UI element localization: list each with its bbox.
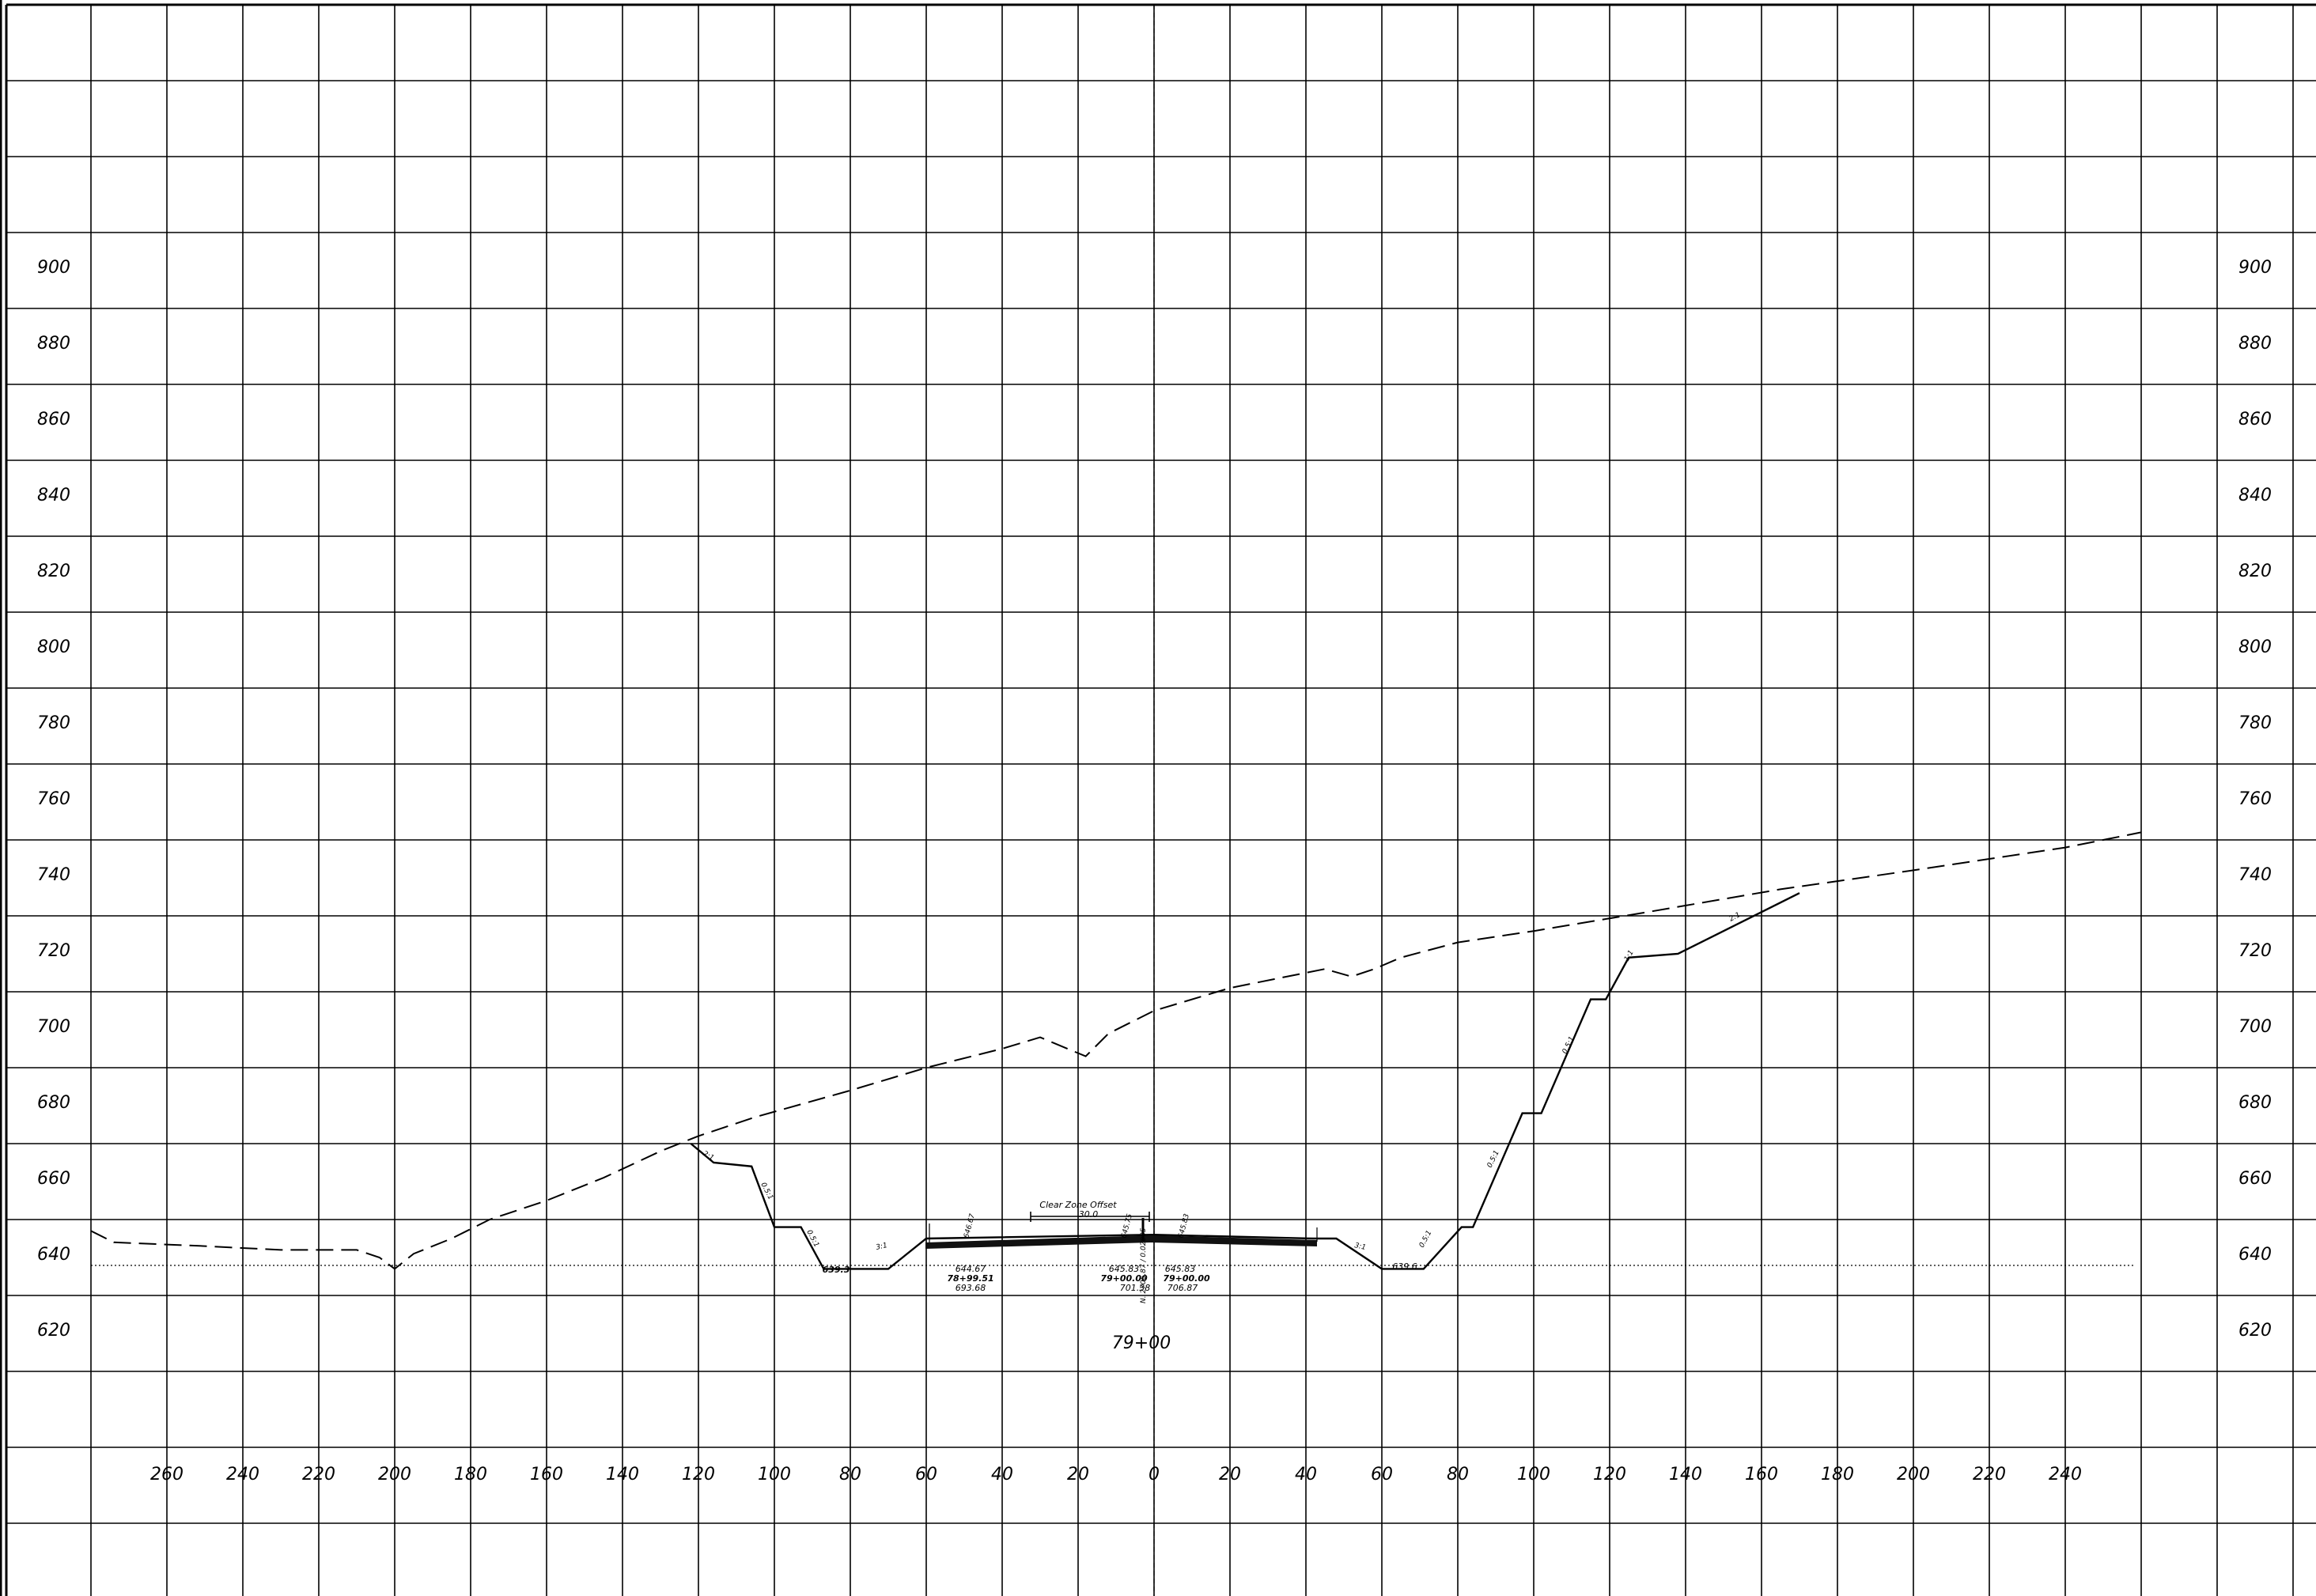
elevation-label: 720 bbox=[37, 941, 70, 961]
cl-right-station: 79+00.00 bbox=[1163, 1273, 1210, 1284]
offset-label: 40 bbox=[1295, 1465, 1317, 1484]
offset-label: 200 bbox=[378, 1465, 411, 1484]
elevation-label: 900 bbox=[37, 258, 70, 278]
slope-label-5: 3:1 bbox=[1353, 1242, 1366, 1252]
ditch-right-bottom: 639.6 bbox=[1392, 1261, 1417, 1272]
elevation-label: 880 bbox=[37, 334, 70, 354]
offset-label: 200 bbox=[1897, 1465, 1930, 1484]
elevation-label: 700 bbox=[2238, 1017, 2272, 1037]
offset-label: 140 bbox=[1669, 1465, 1702, 1484]
ditch-left-bottom: 639.3 bbox=[823, 1265, 850, 1275]
left-shoulder-offset: 693.68 bbox=[956, 1283, 986, 1293]
elevation-label: 640 bbox=[2238, 1245, 2272, 1265]
proposed-section-line bbox=[690, 892, 1800, 1270]
elevation-labels-right: 900 880 860 840 820 800 780 760 740 720 700 680 660 6… bbox=[2238, 258, 2272, 1341]
offset-label: 160 bbox=[530, 1465, 563, 1484]
offset-label: 20 bbox=[1219, 1465, 1241, 1484]
station-title: 79+00 bbox=[1112, 1333, 1171, 1353]
pavement-section bbox=[925, 1212, 1318, 1249]
clear-zone-value: 30.0 bbox=[1079, 1209, 1099, 1220]
elevation-label: 800 bbox=[2238, 637, 2272, 657]
offset-label: 80 bbox=[1447, 1465, 1469, 1484]
offset-label: 240 bbox=[226, 1465, 259, 1484]
offset-label: 100 bbox=[1517, 1465, 1550, 1484]
slope-label-4: 3:1 bbox=[876, 1242, 888, 1252]
elevation-label: 820 bbox=[2238, 562, 2272, 581]
elevation-label: 720 bbox=[2238, 941, 2272, 961]
grid bbox=[6, 5, 2316, 1596]
left-shoulder-station: 78+99.51 bbox=[947, 1273, 993, 1284]
offset-label: 80 bbox=[839, 1465, 861, 1484]
elevation-label: 680 bbox=[2238, 1093, 2272, 1113]
offset-label: 180 bbox=[1821, 1465, 1854, 1484]
cl-right-offset: 706.87 bbox=[1167, 1283, 1198, 1293]
existing-ground-line bbox=[90, 831, 2142, 1270]
elevation-label: 700 bbox=[37, 1017, 70, 1037]
cl-left-elev: 645.83 bbox=[1109, 1264, 1140, 1274]
offset-label: 40 bbox=[991, 1465, 1013, 1484]
offset-label: 20 bbox=[1067, 1465, 1089, 1484]
elevation-label: 860 bbox=[37, 410, 70, 429]
offset-label: 0 bbox=[1149, 1465, 1160, 1484]
elevation-label: 620 bbox=[37, 1321, 70, 1341]
elevation-label: 780 bbox=[2238, 713, 2272, 733]
offset-label: 220 bbox=[302, 1465, 335, 1484]
elevation-label: 660 bbox=[37, 1169, 70, 1189]
elevation-label: 860 bbox=[2238, 410, 2272, 429]
elevation-label: 660 bbox=[2238, 1169, 2272, 1189]
left-shoulder-elev: 644.67 bbox=[956, 1264, 986, 1274]
elevation-label: 780 bbox=[37, 713, 70, 733]
offset-label: 180 bbox=[454, 1465, 487, 1484]
offset-label: 60 bbox=[915, 1465, 937, 1484]
offset-label: 260 bbox=[150, 1465, 184, 1484]
elevation-label: 740 bbox=[37, 865, 70, 885]
cl-left-station: 79+00.00 bbox=[1100, 1273, 1148, 1284]
elevation-label: 680 bbox=[37, 1093, 70, 1113]
elevation-label: 760 bbox=[2238, 789, 2272, 809]
elevation-labels-left: 900 880 860 840 820 800 780 760 740 720 700 680 660 6… bbox=[37, 258, 70, 1341]
elevation-label: 840 bbox=[2238, 486, 2272, 505]
elevation-label: 620 bbox=[2238, 1321, 2272, 1341]
cl-left-offset: 701.38 bbox=[1120, 1283, 1151, 1293]
cl-right-elev: 645.83 bbox=[1165, 1264, 1196, 1274]
offset-label: 120 bbox=[682, 1465, 715, 1484]
elevation-label: 800 bbox=[37, 637, 70, 657]
offset-label: 140 bbox=[606, 1465, 639, 1484]
offset-label: 100 bbox=[758, 1465, 791, 1484]
offset-label: 220 bbox=[1973, 1465, 2006, 1484]
pavement-structure bbox=[925, 1235, 1317, 1249]
elevation-label: 820 bbox=[37, 562, 70, 581]
clear-zone-label: Clear Zone Offset bbox=[1039, 1200, 1117, 1210]
elevation-label: 880 bbox=[2238, 334, 2272, 354]
offset-label: 160 bbox=[1745, 1465, 1778, 1484]
centerline-vertical-label: N. 2706.87 / 0.02005 bbox=[1140, 1227, 1148, 1303]
elevation-label: 640 bbox=[37, 1245, 70, 1265]
elevation-label: 840 bbox=[37, 486, 70, 505]
elevation-label: 740 bbox=[2238, 865, 2272, 885]
offset-label: 120 bbox=[1593, 1465, 1626, 1484]
offset-label: 60 bbox=[1371, 1465, 1393, 1484]
elevation-label: 760 bbox=[37, 789, 70, 809]
offset-labels: 260 240 220 200 180 160 140 120 100 80 60 40 20 0 20 40… bbox=[150, 1465, 2082, 1484]
elevation-label: 900 bbox=[2238, 258, 2272, 278]
offset-label: 240 bbox=[2049, 1465, 2082, 1484]
